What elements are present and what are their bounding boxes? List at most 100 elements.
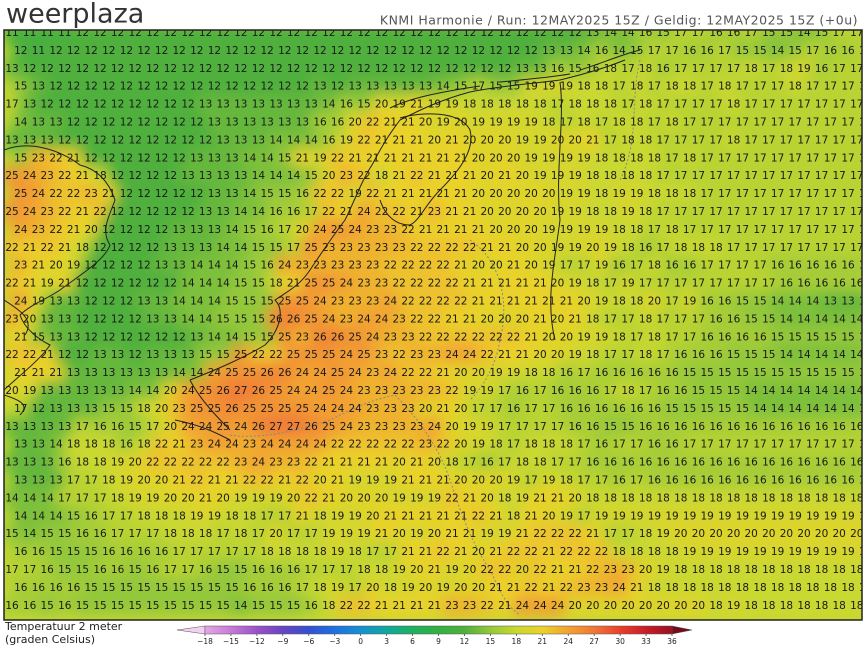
temperature-cell (759, 237, 779, 258)
temperature-cell (644, 148, 665, 169)
temperature-value: 17 (595, 475, 608, 487)
temperature-cell (143, 130, 163, 151)
temperature-value: 20 (181, 492, 194, 504)
temperature-cell (63, 219, 84, 240)
temperature-value: 20 (551, 313, 564, 325)
temperature-value: 17 (736, 117, 749, 129)
temperature-value: 17 (305, 206, 318, 218)
temperature-cell (600, 94, 621, 115)
temperature-value: 22 (375, 206, 388, 218)
temperature-value: 17 (613, 439, 626, 451)
temperature-value: 17 (674, 170, 687, 182)
temperature-cell (521, 148, 541, 169)
temperature-value: 21 (489, 510, 502, 522)
temperature-value: 17 (709, 99, 722, 111)
temperature-value: 13 (305, 99, 318, 111)
temperature-cell (424, 94, 445, 115)
temperature-value: 20 (604, 600, 617, 612)
temperature-value: 12 (111, 313, 124, 325)
temperature-value: 17 (780, 242, 793, 254)
temperature-cell (143, 58, 163, 79)
temperature-value: 13 (199, 242, 212, 254)
temperature-cell (415, 76, 436, 97)
temperature-value: 21 (516, 349, 529, 361)
temperature-value: 26 (313, 331, 327, 343)
temperature-value: 15 (102, 582, 115, 594)
temperature-value: 20 (815, 528, 828, 540)
temperature-value: 17 (753, 81, 766, 93)
temperature-value: 12 (111, 134, 124, 146)
temperature-value: 23 (5, 313, 18, 325)
temperature-value: 22 (481, 349, 494, 361)
temperature-value: 21 (384, 188, 397, 200)
temperature-value: 21 (410, 99, 423, 111)
temperature-value: 22 (551, 528, 564, 540)
temperature-value: 17 (736, 152, 749, 164)
temperature-cell (248, 30, 269, 43)
temperature-value: 20 (727, 528, 740, 540)
temperature-value: 20 (516, 564, 529, 576)
temperature-value: 20 (393, 457, 406, 469)
temperature-value: 12 (41, 63, 54, 75)
temperature-cell (547, 237, 568, 258)
temperature-cell (644, 112, 665, 133)
temperature-value: 12 (76, 349, 89, 361)
temperature-value: 14 (771, 403, 785, 415)
temperature-value: 23 (375, 242, 388, 254)
temperature-value: 13 (181, 242, 194, 254)
temperature-cell (776, 58, 797, 79)
temperature-cell (459, 94, 480, 115)
temperature-value: 17 (683, 224, 696, 236)
temperature-value: 17 (833, 63, 846, 75)
temperature-value: 17 (604, 385, 617, 397)
temperature-value: 24 (208, 439, 222, 451)
temperature-value: 12 (85, 152, 98, 164)
temperature-value: 12 (252, 27, 265, 39)
temperature-value: 13 (217, 170, 230, 182)
temperature-value: 17 (384, 546, 397, 558)
temperature-value: 13 (23, 134, 36, 146)
temperature-value: 17 (780, 170, 793, 182)
temperature-value: 20 (296, 224, 309, 236)
temperature-value: 14 (208, 260, 222, 272)
temperature-value: 15 (111, 600, 124, 612)
temperature-value: 17 (85, 475, 98, 487)
temperature-value: 19 (718, 510, 731, 522)
temperature-cell (407, 130, 427, 151)
temperature-value: 18 (841, 582, 854, 594)
temperature-value: 19 (841, 510, 854, 522)
temperature-value: 15 (102, 403, 115, 415)
temperature-value: 12 (129, 206, 142, 218)
temperature-value: 21 (208, 475, 221, 487)
temperature-value: 13 (313, 81, 326, 93)
temperature-value: 22 (410, 313, 423, 325)
temperature-value: 12 (120, 117, 133, 129)
temperature-value: 23 (190, 439, 203, 451)
temperature-cell (803, 40, 823, 61)
temperature-value: 18 (621, 385, 634, 397)
temperature-cell (785, 148, 805, 169)
temperature-value: 20 (419, 403, 432, 415)
temperature-value: 20 (269, 528, 282, 540)
temperature-value: 21 (410, 134, 423, 146)
temperature-value: 17 (621, 313, 634, 325)
temperature-value: 20 (472, 152, 485, 164)
temperature-value: 18 (639, 63, 652, 75)
temperature-value: 18 (560, 439, 573, 451)
temperature-value: 23 (366, 224, 379, 236)
temperature-value: 18 (349, 546, 362, 558)
temperature-cell (512, 30, 533, 43)
temperature-value: 20 (533, 242, 546, 254)
temperature-value: 17 (674, 99, 687, 111)
temperature-value: 23 (173, 403, 186, 415)
temperature-value: 20 (657, 600, 670, 612)
temperature-value: 17 (577, 367, 590, 379)
temperature-value: 18 (516, 99, 529, 111)
temperature-value: 13 (824, 296, 837, 308)
temperature-value: 17 (595, 117, 608, 129)
temperature-cell (741, 202, 761, 222)
temperature-value: 12 (49, 45, 62, 57)
temperature-cell (257, 40, 277, 61)
temperature-value: 14 (5, 492, 19, 504)
